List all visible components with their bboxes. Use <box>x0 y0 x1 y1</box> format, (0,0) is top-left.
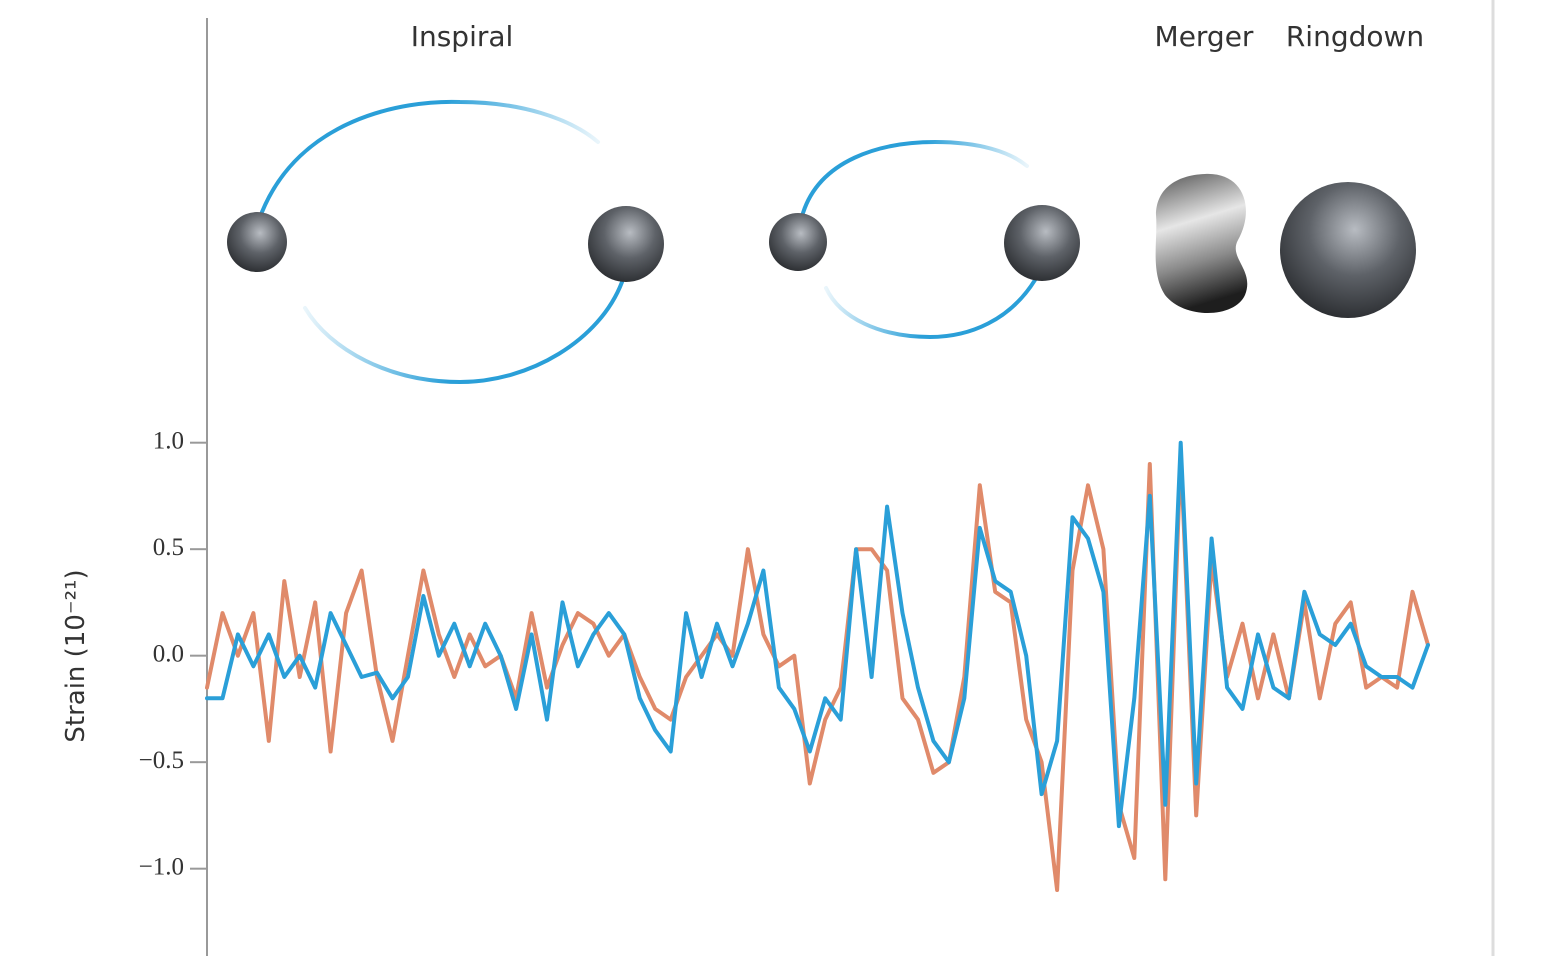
y-tick-label: 0.5 <box>153 534 184 561</box>
final-black-hole <box>1280 182 1416 318</box>
annotation: Ringdown <box>1286 20 1424 53</box>
strain-line <box>205 451 1430 892</box>
black-hole <box>769 213 827 271</box>
orbit <box>303 280 624 385</box>
y-tick-label: 0.0 <box>153 640 184 667</box>
annotation: Merger <box>1155 20 1254 53</box>
y-axis-label: Strain (10⁻²¹) <box>61 569 91 742</box>
strain-line <box>205 440 1430 829</box>
black-hole <box>227 212 287 272</box>
black-hole <box>1004 205 1080 281</box>
y-tick-label: −0.5 <box>139 747 184 774</box>
black-hole <box>588 206 664 282</box>
illustration <box>227 99 1416 385</box>
y-tick-label: −1.0 <box>139 853 184 880</box>
orbit <box>801 139 1029 215</box>
orbit <box>260 99 600 214</box>
merging-black-holes <box>1155 173 1248 314</box>
orbit <box>824 278 1037 340</box>
annotation: Inspiral <box>411 20 514 53</box>
y-tick-label: 1.0 <box>153 427 184 454</box>
